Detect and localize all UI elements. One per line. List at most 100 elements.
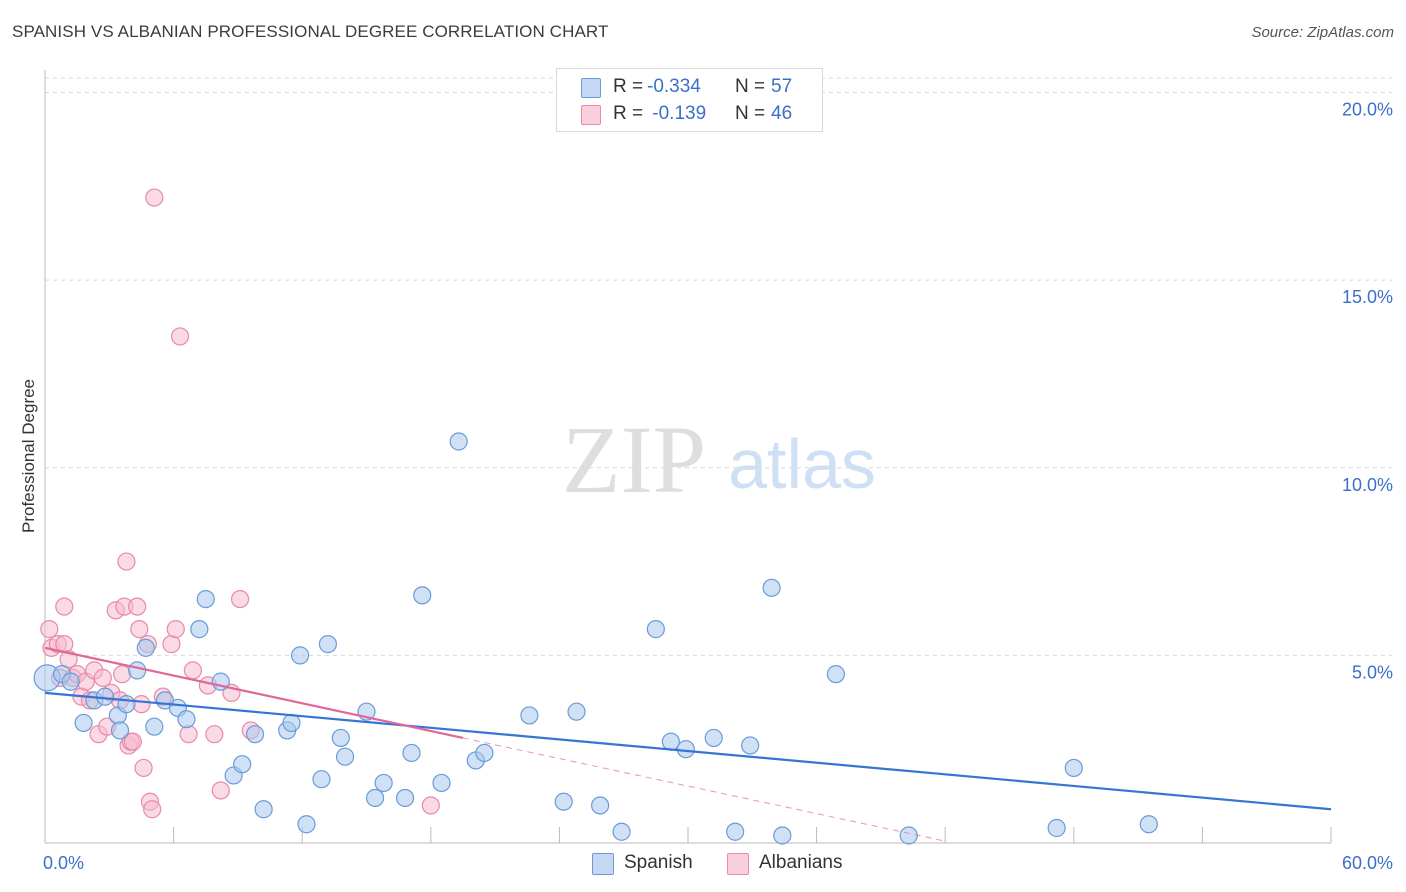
spanish-point [331, 728, 350, 748]
spanish-point [297, 815, 316, 834]
spanish-trend-line [44, 691, 1332, 811]
r-label: R = [613, 76, 644, 97]
spanish-swatch [592, 853, 614, 875]
albanians-trend-extension [462, 737, 946, 842]
albanians-point [211, 781, 230, 800]
albanians-point [143, 800, 162, 819]
spanish-point [567, 702, 586, 721]
watermark: ZIP atlas [562, 406, 876, 513]
albanians-point [93, 668, 112, 687]
spanish-point [61, 672, 80, 691]
spanish-point [520, 706, 539, 725]
albanians-point [40, 620, 59, 639]
spanish-point [335, 747, 355, 766]
albanians-point [130, 620, 149, 639]
spanish-point [413, 586, 432, 605]
spanish-point [402, 743, 421, 763]
n-label: N = [735, 76, 766, 97]
x-tick-label-max: 60.0% [1342, 853, 1393, 873]
spanish-point [676, 740, 695, 759]
spanish-point [312, 770, 331, 789]
trend-lines [44, 646, 1332, 842]
albanians-point [179, 725, 198, 744]
spanish-point [591, 796, 610, 815]
albanians-point [170, 327, 190, 346]
spanish-point [449, 432, 468, 451]
spanish-point [395, 788, 415, 808]
albanians-point [117, 552, 136, 571]
spanish-point [365, 788, 385, 808]
watermark-zip: ZIP [562, 406, 706, 513]
spanish-point [704, 728, 723, 748]
spanish-point [899, 826, 918, 845]
spanish-point [1047, 818, 1066, 838]
albanians-trend-line [44, 646, 464, 740]
spanish-point [741, 736, 760, 755]
albanians-point [205, 725, 224, 744]
spanish-point [318, 635, 338, 654]
spanish-point [1139, 815, 1158, 834]
spanish-points [33, 432, 1158, 845]
spanish-point [773, 826, 792, 845]
spanish-point [74, 713, 93, 733]
spanish-point [95, 687, 115, 706]
spanish-point [661, 732, 680, 751]
grid-lines [45, 77, 1392, 656]
y-tick-label: 20.0% [1342, 100, 1393, 120]
albanians-point [166, 620, 185, 639]
albanians-point [55, 597, 74, 616]
y-axis-label: Professional Degree [19, 379, 38, 533]
spanish-point [290, 646, 310, 665]
spanish-point [826, 665, 845, 684]
spanish-point [245, 725, 265, 744]
spanish-point [726, 822, 745, 841]
y-tick-label: 15.0% [1342, 287, 1393, 307]
spanish-point [233, 755, 252, 774]
chart-title: SPANISH VS ALBANIAN PROFESSIONAL DEGREE … [12, 22, 609, 41]
correlation-legend: R = -0.334 N = 57 R = -0.139 N = 46 [556, 68, 823, 132]
spanish-point [190, 620, 209, 639]
albanians-swatch [727, 853, 749, 875]
spanish-point [1064, 758, 1083, 778]
r-value: -0.139 [647, 103, 707, 124]
spanish-point [128, 661, 147, 680]
albanians-point [145, 188, 164, 207]
spanish-point [196, 589, 215, 609]
albanians-point [162, 635, 181, 654]
r-value: -0.334 [647, 76, 701, 97]
albanians-point [134, 758, 153, 778]
spanish-point [554, 792, 573, 811]
albanians-point [230, 589, 250, 609]
spanish-point [762, 578, 781, 597]
spanish-point [177, 710, 196, 729]
spanish-point [374, 773, 393, 793]
albanians-point [123, 732, 142, 751]
spanish-swatch [581, 78, 601, 98]
spanish-point [282, 713, 301, 733]
y-tick-label: 5.0% [1352, 662, 1393, 682]
x-tick-label-min: 0.0% [43, 853, 84, 873]
n-label: N = [735, 103, 766, 124]
spanish-point [612, 822, 631, 841]
albanians-point [421, 796, 440, 815]
n-value: 57 [771, 76, 793, 97]
spanish-point [110, 721, 130, 740]
y-tick-label: 10.0% [1342, 475, 1393, 495]
r-label: R = [613, 103, 644, 124]
source-label: Source: ZipAtlas.com [1251, 24, 1394, 41]
watermark-atlas: atlas [728, 425, 876, 503]
albanians-legend-label: Albanians [759, 852, 843, 873]
albanians-point [183, 661, 202, 680]
spanish-point [475, 743, 494, 763]
n-value: 46 [771, 103, 793, 124]
spanish-point [254, 800, 273, 819]
spanish-point [117, 695, 136, 714]
albanians-point [128, 597, 147, 616]
spanish-point [136, 638, 155, 657]
albanians-swatch [581, 105, 601, 125]
axis-labels: 5.0% 10.0% 15.0% 20.0% 0.0% 60.0% [43, 100, 1393, 873]
spanish-point [145, 717, 164, 736]
spanish-point [432, 773, 451, 793]
spanish-legend-label: Spanish [624, 852, 693, 873]
